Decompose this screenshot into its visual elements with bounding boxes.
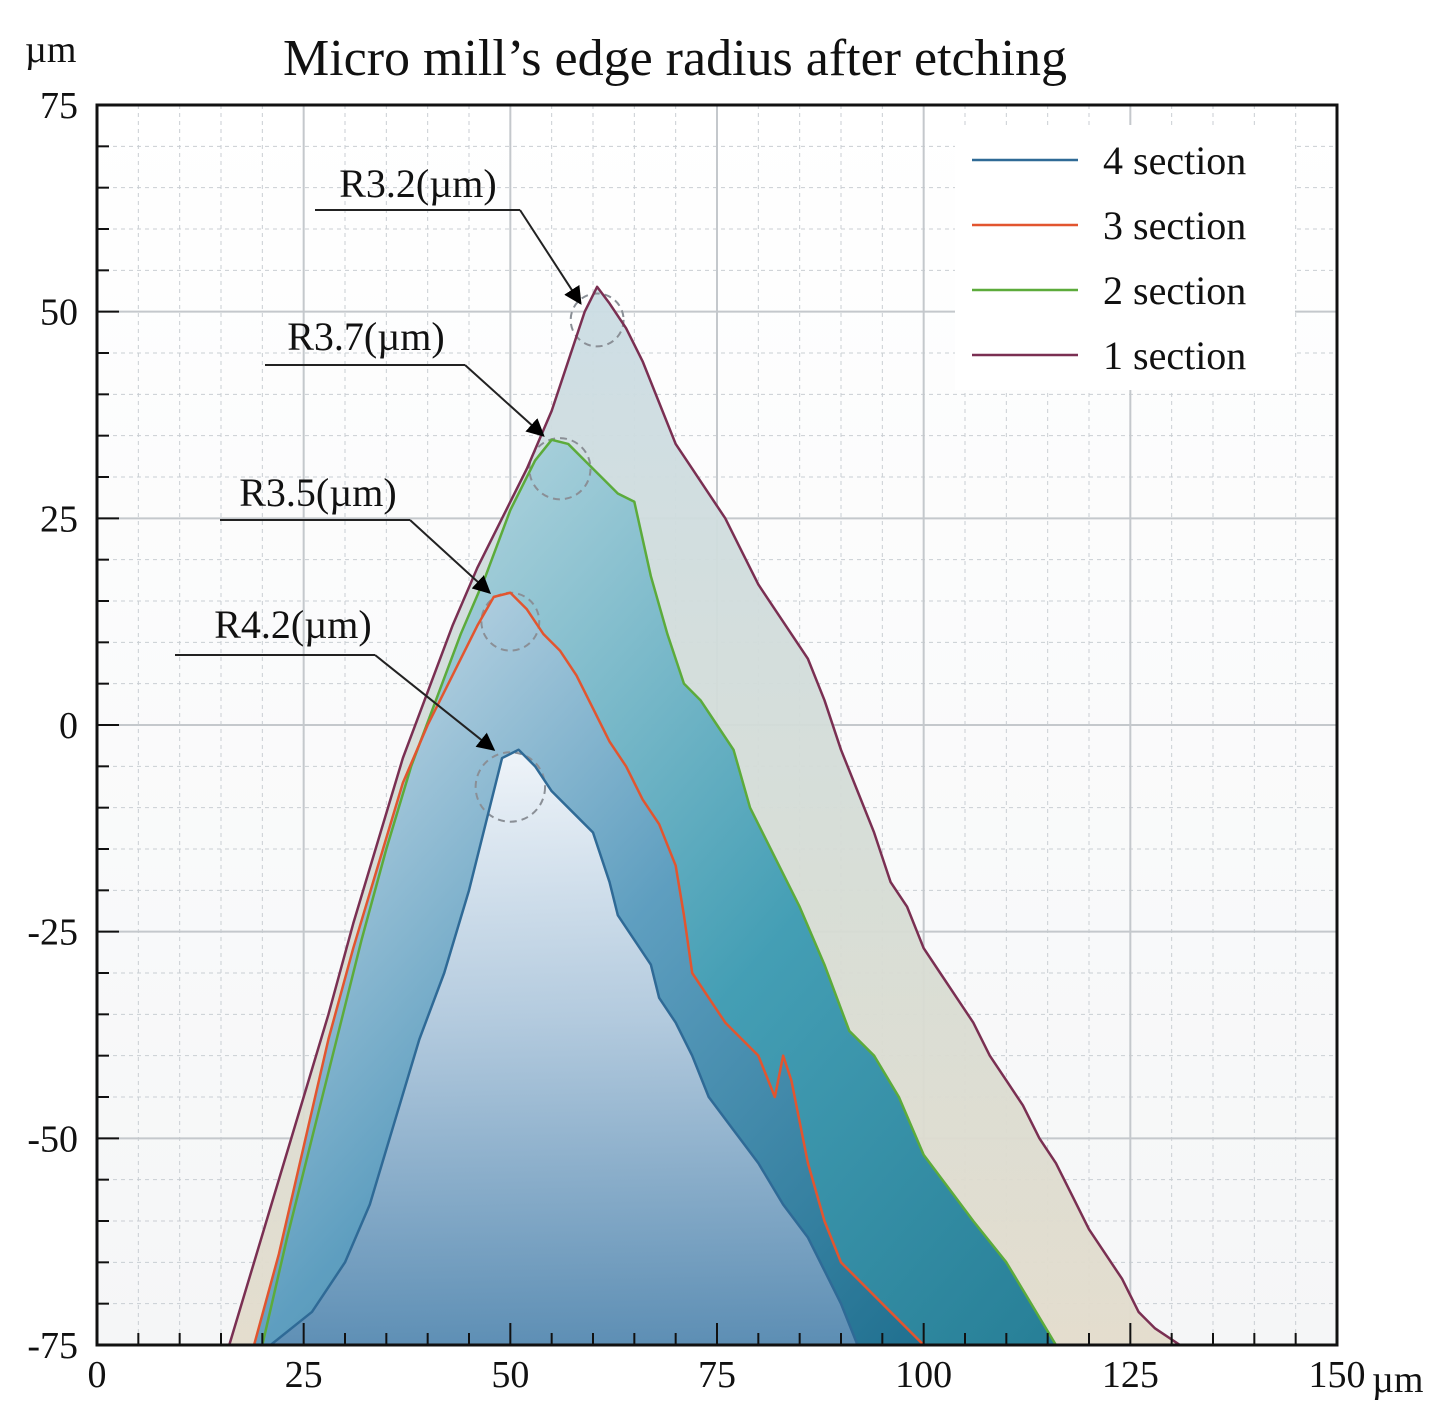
y-axis-unit-label: µm (25, 29, 76, 71)
x-tick-label: 50 (491, 1354, 529, 1396)
annotation-arrow (409, 519, 491, 594)
series-line-3-section (252, 591, 925, 1345)
legend-label: 1 section (1103, 333, 1246, 378)
legend-background (955, 125, 1295, 390)
radius-circle (569, 292, 625, 348)
series-area-4-section (270, 749, 858, 1345)
legend-label: 4 section (1103, 138, 1246, 183)
x-tick-label: 100 (895, 1354, 952, 1396)
y-tick-label: 75 (40, 85, 78, 127)
chart-title: Micro mill’s edge radius after etching (283, 30, 1067, 87)
y-tick-label: 25 (40, 498, 78, 540)
x-tick-label: 0 (88, 1354, 107, 1396)
y-tick-label: -75 (27, 1325, 78, 1367)
annotation-label: R3.5(µm) (239, 470, 396, 515)
x-axis-unit-label: µm (1372, 1359, 1423, 1401)
x-tick-label: 125 (1102, 1354, 1159, 1396)
x-tick-label: 75 (698, 1354, 736, 1396)
series-areas (229, 286, 1180, 1345)
annotation-arrow (374, 654, 496, 751)
annotations: R3.2(µm) R3.7(µm) R3.5(µm) R4.2(µm) (175, 161, 582, 751)
axis-ticks: 0 25 50 75 100 125 150 75 50 25 0 -25 -50 -75 (27, 85, 1365, 1396)
legend-label: 3 section (1103, 203, 1246, 248)
annotation-label: R4.2(µm) (214, 602, 371, 647)
series-line-4-section (269, 748, 859, 1345)
x-tick-label: 150 (1309, 1354, 1366, 1396)
radius-circle (474, 751, 547, 823)
y-tick-label: 0 (59, 705, 78, 747)
legend-label: 2 section (1103, 268, 1246, 313)
annotation-arrow (519, 209, 582, 305)
legend: 4 section 3 section 2 section 1 section (972, 138, 1246, 378)
y-tick-label: -50 (27, 1118, 78, 1160)
series-lines (228, 285, 1181, 1345)
annotation-label: R3.7(µm) (287, 314, 444, 359)
y-tick-label: 50 (40, 292, 78, 334)
annotation-arrow (464, 364, 545, 437)
y-tick-label: -25 (27, 912, 78, 954)
x-tick-label: 25 (285, 1354, 323, 1396)
series-line-1-section (228, 285, 1181, 1345)
radius-circle (528, 437, 592, 501)
annotation-label: R3.2(µm) (339, 161, 496, 206)
